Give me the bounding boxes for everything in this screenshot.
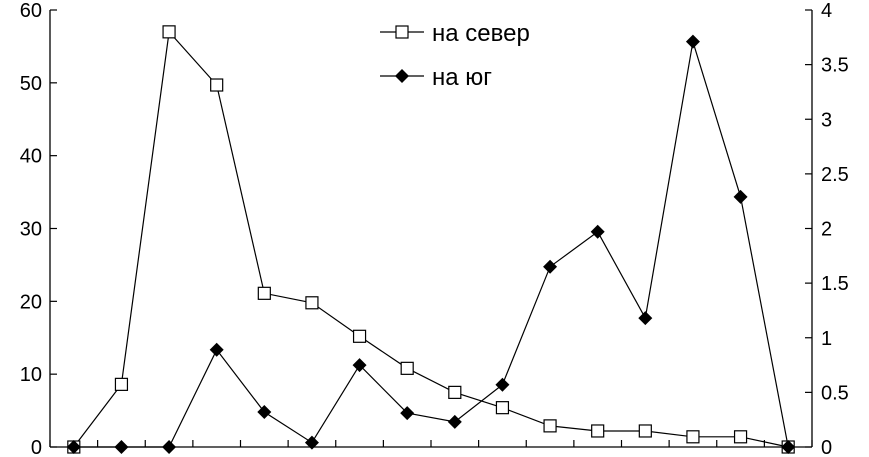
series-line-south	[73, 41, 789, 448]
y-left-tick-label: 10	[20, 364, 42, 386]
data-point-north	[400, 361, 414, 375]
data-point-north	[257, 286, 271, 300]
data-point-north	[114, 377, 129, 391]
y-right-tick-label: 0.5	[821, 382, 849, 404]
y-right-tick-label: 3	[821, 109, 832, 131]
y-left-tick-label: 60	[20, 0, 42, 22]
data-point-north	[638, 424, 652, 438]
data-point-south	[66, 440, 81, 454]
legend-marker-south	[395, 69, 409, 83]
data-point-south	[162, 440, 177, 454]
y-right-tick-label: 0	[821, 437, 832, 457]
y-right-tick-label: 4	[821, 0, 832, 22]
data-point-south	[304, 435, 319, 450]
data-point-south	[352, 358, 367, 373]
y-left-tick-label: 20	[20, 291, 42, 313]
data-point-north	[448, 385, 462, 399]
y-right-tick-label: 1.5	[821, 273, 849, 295]
y-left-tick-label: 0	[31, 437, 42, 457]
data-point-south	[257, 405, 272, 420]
data-point-north	[352, 329, 367, 343]
legend: на север на юг	[380, 20, 530, 91]
y-left-tick-label: 50	[20, 73, 42, 95]
data-point-south	[638, 311, 653, 326]
data-point-south	[495, 377, 510, 392]
y-right-tick-label: 3.5	[821, 55, 849, 77]
data-point-north	[733, 430, 748, 444]
data-point-south	[590, 224, 605, 239]
data-point-south	[543, 259, 558, 274]
y-left-tick-label: 40	[20, 146, 42, 168]
y-right-tick-label: 1	[821, 328, 832, 350]
data-point-south	[400, 406, 415, 421]
data-point-south	[209, 342, 224, 357]
data-point-north	[305, 296, 319, 310]
y-right-tick-label: 2	[821, 219, 832, 241]
series-line-north	[73, 30, 789, 448]
data-point-south	[781, 440, 796, 454]
axes: 0 10 20 30 40 50 60 0 0.5 1 1.5 2 2.5 3 3.5 4	[20, 0, 849, 457]
data-point-south	[114, 440, 129, 454]
legend-marker-north	[395, 25, 409, 39]
data-point-north	[210, 78, 224, 92]
data-point-north	[686, 430, 700, 444]
data-point-south	[447, 414, 462, 429]
data-point-north	[162, 25, 176, 39]
data-point-north	[495, 401, 510, 415]
series-layer	[66, 25, 796, 454]
data-point-north	[543, 419, 557, 433]
y-left-tick-label: 30	[20, 219, 42, 241]
data-point-north	[591, 424, 605, 438]
legend-label-south: на юг	[432, 64, 492, 91]
legend-label-north: на север	[432, 20, 530, 47]
data-point-south	[685, 34, 700, 49]
y-right-tick-label: 2.5	[821, 164, 849, 186]
data-point-south	[733, 189, 748, 204]
